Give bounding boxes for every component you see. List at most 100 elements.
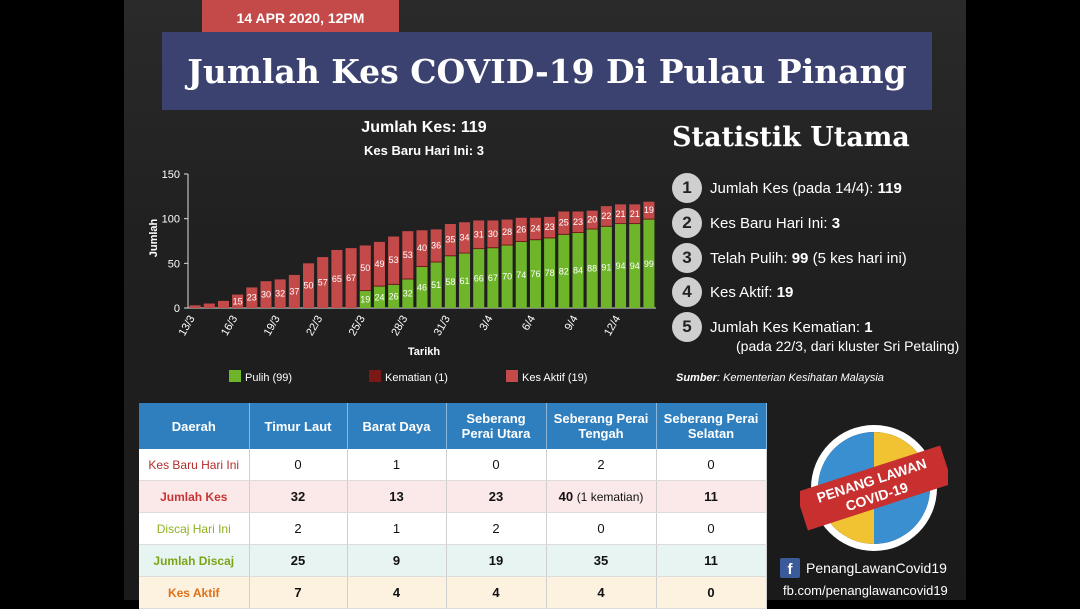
stat-item-recovered: 3 Telah Pulih: 99 (5 kes hari ini) <box>672 243 907 273</box>
table-cell: 0 <box>656 449 767 481</box>
table-cell: 2 <box>249 512 348 545</box>
data-label-pulih: 74 <box>516 270 526 280</box>
bar-kes-aktif <box>402 231 414 279</box>
table-cell: 0 <box>546 512 657 545</box>
cell-note: (1 kematian) <box>576 490 644 504</box>
table-cell: 4 <box>347 576 447 609</box>
social-url[interactable]: fb.com/penanglawancovid19 <box>783 583 948 598</box>
table-cell: 11 <box>656 480 767 513</box>
bar-pulih <box>430 262 442 308</box>
data-label-aktif: 30 <box>261 290 271 300</box>
data-label-aktif: 21 <box>616 209 626 219</box>
stat-value: 119 <box>877 179 902 197</box>
data-label-pulih: 58 <box>445 277 455 287</box>
data-label-aktif: 25 <box>559 218 569 228</box>
bar-kematian <box>572 232 584 233</box>
bar-kes-aktif <box>232 294 244 308</box>
data-label-aktif: 28 <box>502 227 512 237</box>
bar-kes-aktif <box>217 300 229 308</box>
bar-pulih <box>501 245 513 308</box>
bar-pulih <box>459 253 471 308</box>
data-label-pulih: 94 <box>616 261 626 271</box>
bar-pulih <box>586 229 598 308</box>
bar-kematian <box>416 266 428 267</box>
bar-kes-aktif <box>246 287 258 308</box>
bar-kes-aktif <box>459 222 471 253</box>
date-badge: 14 APR 2020, 12PM <box>202 0 399 36</box>
bar-pulih <box>544 238 556 308</box>
source-label: Sumber <box>676 372 717 384</box>
bar-pulih <box>388 284 400 308</box>
bar-kematian <box>544 237 556 239</box>
y-axis-label: Jumlah <box>148 218 160 257</box>
data-label-pulih: 84 <box>573 265 583 275</box>
data-label-aktif: 34 <box>460 232 470 242</box>
bar-kematian <box>615 223 627 225</box>
bar-kes-aktif <box>473 220 485 249</box>
x-tick-label: 31/3 <box>432 314 453 339</box>
x-tick-label: 19/3 <box>262 314 283 339</box>
column-header: Seberang Perai Utara <box>446 403 547 449</box>
data-label-aktif: 21 <box>630 209 640 219</box>
data-label-aktif: 36 <box>431 240 441 250</box>
facebook-icon: f <box>780 558 800 578</box>
data-label-aktif: 31 <box>474 229 484 239</box>
bar-kes-aktif <box>189 305 201 308</box>
bar-pulih <box>558 234 570 308</box>
table-cell: 2 <box>446 512 547 545</box>
y-tick-label: 150 <box>162 169 180 181</box>
x-tick-label: 6/4 <box>520 314 538 333</box>
bar-kematian <box>373 285 385 287</box>
bar-kes-aktif <box>288 274 300 308</box>
bar-pulih <box>529 240 541 308</box>
bar-pulih <box>615 224 627 308</box>
bar-kes-aktif <box>558 211 570 234</box>
data-label-aktif: 32 <box>275 289 285 299</box>
table-cell: 0 <box>446 449 547 481</box>
chart-title: Jumlah Kes: 119 <box>361 119 487 136</box>
bar-pulih <box>402 279 414 308</box>
data-label-aktif: 67 <box>346 273 356 283</box>
bar-kematian <box>388 283 400 285</box>
table-row: Discaj Hari Ini 2 1 2 0 0 <box>139 512 767 545</box>
x-tick-label: 22/3 <box>304 314 325 339</box>
table-cell: 19 <box>446 544 547 577</box>
social-name[interactable]: PenangLawanCovid19 <box>806 560 947 576</box>
data-label-aktif: 23 <box>573 217 583 227</box>
data-label-pulih: 78 <box>545 268 555 278</box>
stat-label: Kes Aktif: <box>710 283 777 301</box>
stat-suffix: (5 kes hari ini) <box>808 249 907 267</box>
data-label-aktif: 40 <box>417 243 427 253</box>
table-cell: 2 <box>546 449 657 481</box>
stat-item-deaths: 5 Jumlah Kes Kematian: 1 <box>672 312 873 342</box>
bar-pulih <box>643 219 655 308</box>
bar-kes-aktif <box>331 249 343 308</box>
data-label-aktif: 15 <box>233 296 243 306</box>
stat-label: Jumlah Kes Kematian: <box>710 318 865 336</box>
data-label-aktif: 50 <box>360 263 370 273</box>
y-tick-label: 0 <box>174 303 180 315</box>
data-label-pulih: 99 <box>644 259 654 269</box>
x-axis-label: Tarikh <box>408 346 440 358</box>
bar-kematian <box>487 247 499 249</box>
bar-kes-aktif <box>643 201 655 219</box>
source-text: : Kementerian Kesihatan Malaysia <box>716 372 884 384</box>
bar-pulih <box>373 286 385 308</box>
row-label: Discaj Hari Ini <box>139 512 250 545</box>
bar-kes-aktif <box>615 204 627 224</box>
stat-value: 1 <box>864 318 873 336</box>
legend-swatch <box>369 370 381 382</box>
data-label-aktif: 37 <box>289 286 299 296</box>
bar-kes-aktif <box>529 217 541 240</box>
x-tick-label: 28/3 <box>389 314 410 339</box>
data-label-pulih: 88 <box>587 264 597 274</box>
row-label: Jumlah Kes <box>139 480 250 513</box>
social-handle[interactable]: f PenangLawanCovid19 <box>780 558 947 578</box>
cases-chart: Jumlah Kes: 119 Kes Baru Hari Ini: 3 0 50 10… <box>148 119 656 384</box>
stat-item-active: 4 Kes Aktif: 19 <box>672 277 793 307</box>
bar-pulih <box>629 224 641 308</box>
bar-kes-aktif <box>345 248 357 308</box>
data-label-aktif: 53 <box>403 250 413 260</box>
source-credit: Sumber: Kementerian Kesihatan Malaysia <box>676 372 884 384</box>
bar-kematian <box>473 248 485 250</box>
